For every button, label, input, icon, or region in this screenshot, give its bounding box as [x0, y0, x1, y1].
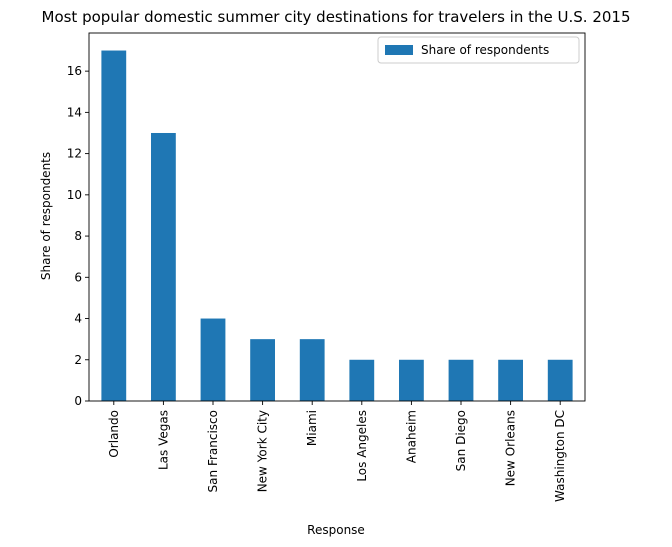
- bar-san-diego: [448, 359, 474, 401]
- bar-los-angeles: [349, 359, 375, 401]
- bar-new-york-city: [250, 339, 275, 401]
- bar-orlando: [101, 50, 127, 402]
- chart-title: Most popular domestic summer city destin…: [42, 8, 631, 26]
- x-tick-label: New York City: [256, 410, 270, 492]
- legend-label: Share of respondents: [421, 43, 549, 57]
- y-tick-label: 12: [67, 147, 82, 161]
- y-tick-label: 10: [67, 188, 82, 202]
- y-tick-label: 0: [74, 394, 82, 408]
- bar-washington-dc: [547, 359, 573, 401]
- x-tick-label: Anaheim: [404, 410, 418, 463]
- y-tick-label: 4: [74, 312, 82, 326]
- plot-frame: [88, 32, 586, 402]
- bar-anaheim: [399, 359, 424, 401]
- x-tick-label: San Francisco: [206, 410, 220, 492]
- legend-swatch: [385, 45, 413, 55]
- y-tick-label: 8: [74, 229, 82, 243]
- x-tick-label: San Diego: [454, 410, 468, 471]
- x-tick-label: Washington DC: [553, 410, 567, 502]
- x-tick-label: New Orleans: [504, 410, 518, 486]
- plot-area: 0 2 4 6 8 10 12 14 16 Orlando Las Vegas San Francis…: [67, 32, 586, 502]
- x-tick-label: Los Angeles: [355, 410, 369, 482]
- legend-box: [377, 36, 580, 64]
- x-tick-label: Miami: [305, 410, 319, 446]
- y-tick-label: 14: [67, 105, 82, 119]
- bar-san-francisco: [200, 318, 226, 401]
- y-tick-label: 16: [67, 64, 82, 78]
- y-axis-label: Share of respondents: [39, 152, 53, 280]
- x-tick-label: Orlando: [107, 410, 121, 458]
- x-axis-label: Response: [307, 523, 365, 537]
- bar-miami: [299, 339, 325, 401]
- x-tick-label: Las Vegas: [156, 410, 170, 470]
- y-tick-label: 2: [74, 353, 82, 367]
- y-tick-label: 6: [74, 270, 82, 284]
- bar-new-orleans: [498, 359, 523, 401]
- bar-las-vegas: [151, 132, 176, 401]
